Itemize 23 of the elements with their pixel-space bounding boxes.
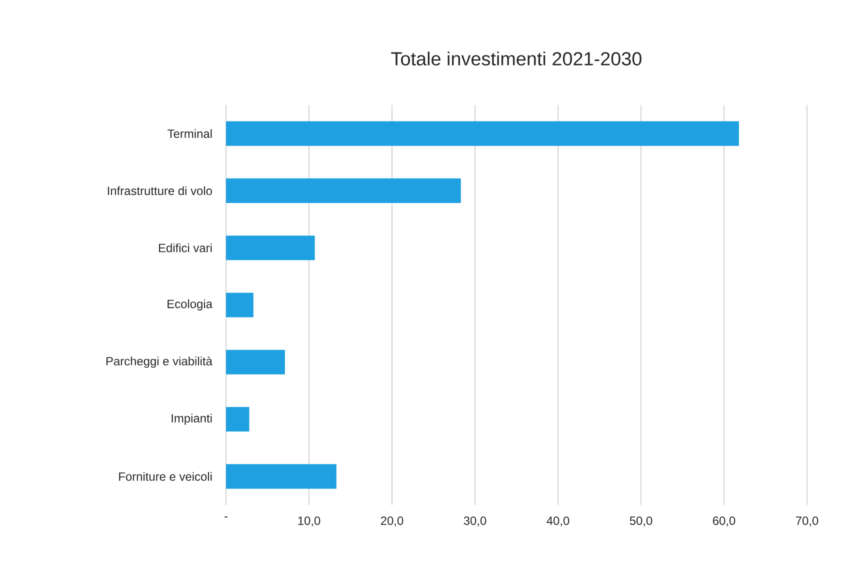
x-tick-label: 10,0 <box>298 516 320 526</box>
y-tick-label: Ecologia <box>168 299 212 311</box>
chart-title: Totale investimenti 2021-2030 <box>391 52 642 66</box>
x-tick-label: 70,0 <box>796 516 818 526</box>
bar <box>226 292 254 318</box>
y-tick-label: Infrastrutture di volo <box>108 186 212 196</box>
bar <box>226 178 461 203</box>
y-tick-label: Edifici vari <box>159 243 212 252</box>
x-tick-label: - <box>224 516 228 518</box>
x-tick-label: 40,0 <box>546 516 570 526</box>
y-tick-label: Parcheggi e viabilità <box>106 356 212 368</box>
y-tick-label: Terminal <box>168 129 212 138</box>
bar <box>226 236 315 260</box>
bar <box>226 350 285 374</box>
bar <box>226 464 336 489</box>
x-tick-label: 30,0 <box>464 516 486 526</box>
bar <box>226 406 250 432</box>
x-tick-label: 50,0 <box>630 516 652 526</box>
y-tick-label: Forniture e veicoli <box>119 472 212 481</box>
y-tick-label: Impianti <box>172 414 212 425</box>
x-tick-label: 60,0 <box>712 516 736 526</box>
x-tick-label: 20,0 <box>380 516 404 526</box>
bar <box>226 121 739 146</box>
